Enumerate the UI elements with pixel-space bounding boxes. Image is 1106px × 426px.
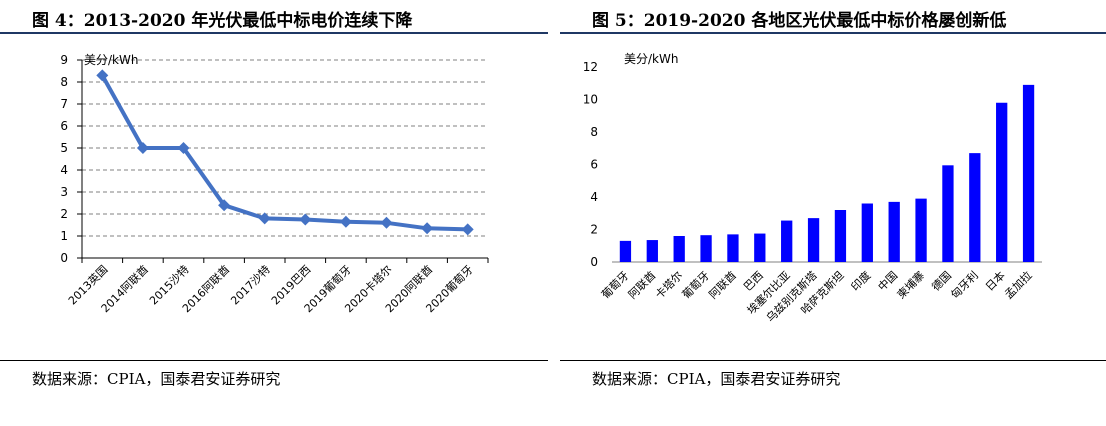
bar — [619, 240, 632, 262]
bar — [1022, 84, 1035, 262]
right-title-rule — [560, 32, 1106, 34]
data-point — [461, 223, 474, 236]
bar — [673, 236, 685, 262]
data-point — [380, 216, 393, 229]
x-tick-label: 阿联酋 — [706, 268, 739, 301]
y-tick-label: 2 — [590, 223, 598, 237]
y-tick-label: 8 — [60, 75, 68, 89]
right-figure-title: 图 5：2019-2020 各地区光伏最低中标价格屡创新低 — [592, 11, 1007, 31]
bar — [807, 218, 820, 262]
data-point — [299, 213, 312, 226]
y-tick-label: 0 — [590, 255, 598, 269]
y-tick-label: 3 — [60, 185, 68, 199]
bar — [942, 165, 954, 262]
bar — [727, 234, 739, 262]
right-source-rule — [560, 360, 1106, 361]
bar — [781, 220, 793, 262]
y-axis-unit-label: 美分/kWh — [624, 52, 678, 66]
x-tick-label: 匈牙利 — [948, 268, 981, 301]
bar — [915, 198, 927, 262]
y-tick-label: 5 — [60, 141, 68, 155]
y-tick-label: 6 — [590, 158, 598, 172]
left-source-rule — [0, 360, 548, 361]
bar — [646, 240, 658, 262]
x-tick-label: 印度 — [848, 268, 873, 293]
y-axis-unit-label: 美分/kWh — [84, 53, 138, 67]
right-source-note: 数据来源：CPIA，国泰君安证券研究 — [592, 370, 841, 388]
left-figure-title: 图 4：2013-2020 年光伏最低中标电价连续下降 — [32, 11, 413, 31]
series-line — [100, 74, 468, 232]
bar — [996, 102, 1008, 262]
x-tick-label: 柬埔寨 — [894, 268, 927, 301]
data-point — [177, 142, 190, 154]
x-tick-label: 葡萄牙 — [599, 269, 632, 302]
y-tick-label: 7 — [60, 97, 68, 111]
x-tick-label: 2017沙特 — [228, 262, 273, 307]
y-tick-label: 4 — [60, 163, 68, 177]
y-tick-label: 1 — [60, 229, 68, 243]
data-point — [258, 212, 271, 225]
y-tick-label: 4 — [590, 190, 598, 204]
bar — [754, 233, 766, 262]
y-tick-label: 12 — [583, 60, 598, 74]
left-title-rule — [0, 32, 548, 34]
x-tick-label: 卡塔尔 — [653, 269, 686, 302]
x-tick-label: 葡萄牙 — [680, 269, 713, 302]
y-tick-label: 2 — [60, 207, 68, 221]
x-tick-label: 阿联酋 — [625, 268, 658, 301]
y-tick-label: 6 — [60, 119, 68, 133]
bar — [700, 235, 712, 262]
bar — [888, 201, 900, 262]
data-point — [136, 142, 149, 154]
data-point — [421, 222, 434, 235]
bar — [861, 203, 873, 262]
y-tick-label: 0 — [60, 251, 68, 265]
right-figure-panel: 图 5：2019-2020 各地区光伏最低中标价格屡创新低 0 2 4 6 8 10 12 美… — [560, 0, 1106, 426]
left-source-note: 数据来源：CPIA，国泰君安证券研究 — [32, 370, 281, 388]
y-tick-label: 10 — [583, 93, 598, 107]
bar — [969, 153, 981, 262]
left-figure-panel: 图 4：2013-2020 年光伏最低中标电价连续下降 0 1 2 3 4 5 6 7 8 9 美分… — [0, 0, 548, 426]
x-tick-label: 孟加拉 — [1001, 268, 1034, 301]
data-point — [218, 199, 231, 212]
y-tick-label: 9 — [60, 53, 68, 67]
data-point — [339, 215, 352, 228]
y-tick-label: 8 — [590, 125, 598, 139]
bar — [834, 210, 847, 262]
data-point — [96, 69, 109, 82]
